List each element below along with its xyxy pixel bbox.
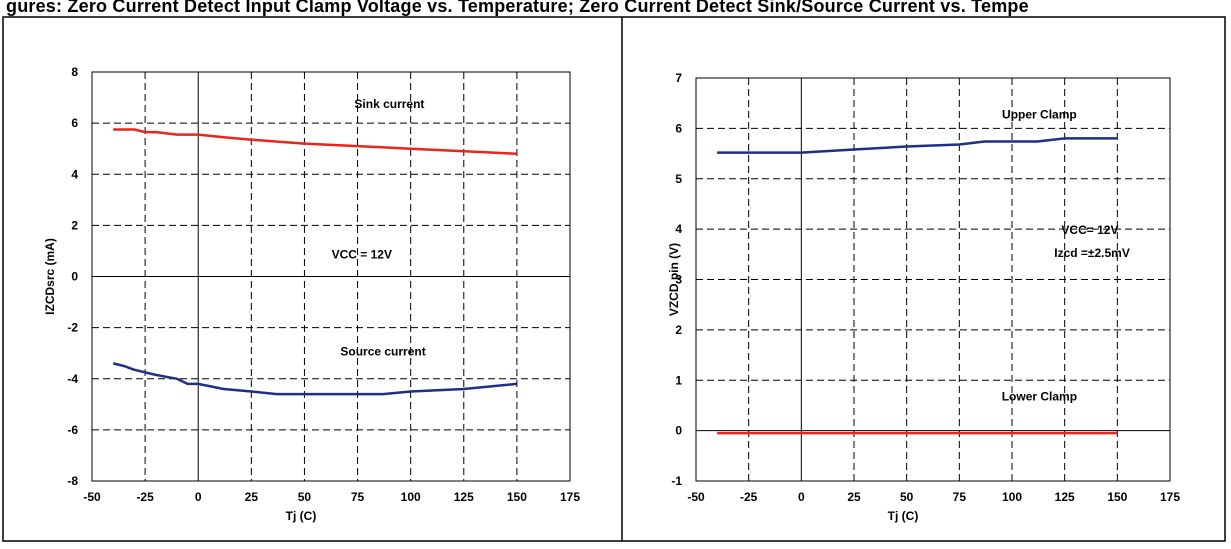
y-tick-label: -4	[67, 372, 78, 386]
annotation-label: Lower Clamp	[1002, 389, 1077, 403]
x-tick-label: 175	[1160, 490, 1180, 504]
y-tick-label: 0	[71, 270, 78, 284]
x-tick-label: 150	[507, 490, 527, 504]
y-axis-label: IZCDsrc (mA)	[43, 238, 57, 315]
y-tick-label: -6	[67, 423, 78, 437]
series-line-2	[112, 362, 518, 396]
x-tick-label: -50	[83, 490, 101, 504]
y-tick-label: 6	[71, 116, 78, 130]
y-tick-label: 2	[71, 218, 78, 232]
x-tick-label: 175	[560, 490, 580, 504]
outer-border	[2, 16, 1226, 542]
series-line-1	[717, 137, 1118, 154]
x-tick-label: 50	[298, 490, 312, 504]
annotation-label: Upper Clamp	[1002, 107, 1077, 121]
plot-area-border	[91, 71, 571, 482]
x-tick-label: 125	[454, 490, 474, 504]
y-tick-label: 4	[71, 167, 78, 181]
annotation-label: Source current	[340, 345, 425, 359]
x-tick-label: -25	[740, 490, 758, 504]
y-tick-label: 4	[675, 222, 682, 236]
x-tick-label: 50	[900, 490, 914, 504]
y-tick-label: 0	[675, 424, 682, 438]
y-tick-label: -2	[67, 321, 78, 335]
x-tick-label: 100	[1002, 490, 1022, 504]
y-axis-label: VZCD pin (V)	[667, 243, 681, 316]
y-tick-label: 1	[675, 373, 682, 387]
x-tick-label: -25	[136, 490, 154, 504]
caption-fragment: gures: Zero Current Detect Input Clamp V…	[6, 0, 1029, 16]
x-tick-label: 0	[195, 490, 202, 504]
y-tick-label: -1	[671, 474, 682, 488]
y-tick-label: -8	[67, 474, 78, 488]
x-tick-label: 0	[798, 490, 805, 504]
y-tick-label: 8	[71, 65, 78, 79]
annotation-label: VCC= 12V	[1061, 223, 1118, 237]
x-axis-label: Tj (C)	[286, 509, 317, 523]
y-tick-label: 7	[675, 71, 682, 85]
y-tick-label: 6	[675, 121, 682, 135]
x-tick-label: 75	[953, 490, 967, 504]
x-tick-label: -50	[687, 490, 705, 504]
x-tick-label: 25	[847, 490, 861, 504]
x-tick-label: 75	[351, 490, 365, 504]
y-tick-label: 5	[675, 172, 682, 186]
plot-area-border	[695, 77, 1171, 482]
annotation-label: Izcd =±2.5mV	[1054, 246, 1130, 260]
annotation-label: Sink current	[354, 97, 424, 111]
x-tick-label: 125	[1055, 490, 1075, 504]
y-tick-label: 3	[675, 273, 682, 287]
y-tick-label: 2	[675, 323, 682, 337]
x-tick-label: 150	[1107, 490, 1127, 504]
x-axis-label: Tj (C)	[888, 509, 919, 523]
x-tick-label: 25	[245, 490, 259, 504]
annotation-label: VCC = 12V	[332, 248, 392, 262]
series-line-1	[113, 128, 517, 156]
x-tick-label: 100	[401, 490, 421, 504]
